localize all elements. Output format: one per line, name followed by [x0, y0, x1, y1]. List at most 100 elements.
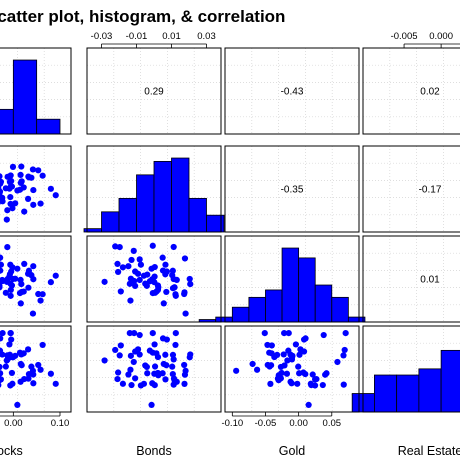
histogram-bar-stocks — [12, 59, 38, 135]
scatter-point — [52, 192, 59, 199]
scatter-point — [155, 284, 162, 291]
scatter-point — [17, 171, 24, 179]
scatter-point — [101, 278, 108, 285]
panel-stocks-stocks — [0, 47, 72, 135]
scatter-point — [181, 255, 189, 262]
histogram-bar-gold — [281, 247, 300, 323]
tick-label: 0.01 — [162, 31, 181, 42]
scatter-point — [130, 358, 137, 366]
scatter-point — [24, 346, 32, 353]
scatter-point — [17, 300, 24, 307]
scatter-point — [136, 276, 143, 284]
scatter-point — [253, 366, 261, 373]
scatter-point — [155, 372, 162, 379]
histogram-bar-gold — [331, 296, 349, 323]
panel-bonds-stocks — [0, 145, 72, 233]
scatter-point — [134, 346, 142, 353]
scatter-point — [25, 284, 32, 291]
scatter-point — [14, 401, 21, 408]
histogram-bar-bonds — [136, 174, 155, 233]
histogram-bar-gold — [215, 316, 233, 323]
scatter-point — [112, 243, 119, 250]
scatter-point — [8, 336, 15, 343]
panel-real-estate-real-estate — [362, 325, 460, 413]
scatter-point — [3, 216, 10, 223]
scatter-point — [30, 201, 37, 208]
scatter-point — [0, 198, 6, 205]
tick-label: -0.005 — [391, 31, 418, 42]
scatter-point — [136, 256, 143, 263]
panel-stocks-real-estate — [362, 47, 460, 135]
scatter-point — [140, 380, 148, 387]
scatter-point — [0, 382, 2, 388]
scatter-point — [30, 380, 37, 387]
scatter-point — [151, 382, 158, 389]
scatter-point — [7, 200, 14, 208]
scatter-point — [149, 330, 156, 337]
scatter-point — [6, 341, 13, 348]
scatter-point — [322, 371, 329, 378]
scatter-point — [20, 288, 27, 295]
scatter-point — [137, 261, 145, 268]
scatter-point — [4, 207, 11, 214]
scatter-point — [186, 275, 193, 283]
scatter-point — [281, 330, 288, 337]
histogram-bar-real-estate — [418, 368, 442, 413]
scatter-point — [9, 163, 17, 170]
scatter-point — [0, 330, 6, 337]
scatter-point — [132, 282, 139, 289]
scatter-point — [163, 336, 170, 343]
scatter-point — [29, 166, 37, 173]
scatter-point — [17, 276, 24, 283]
scatter-point — [134, 270, 142, 277]
scatter-point — [17, 179, 24, 187]
scatter-point — [136, 331, 143, 339]
scatter-point — [18, 351, 25, 358]
histogram-bar-bonds — [153, 161, 172, 233]
scatter-point — [39, 172, 46, 179]
scatter-point — [28, 174, 35, 181]
scatter-point — [0, 376, 5, 383]
scatter-point — [182, 310, 189, 317]
scatter-point — [149, 276, 156, 283]
scatter-point — [144, 370, 151, 377]
scatter-point — [249, 360, 256, 368]
panel-stocks-bonds — [86, 47, 222, 135]
scatter-point — [340, 352, 347, 359]
histogram-bar-stocks — [36, 118, 61, 135]
scatter-point — [268, 342, 275, 349]
scatter-point — [47, 279, 54, 286]
scatter-point — [142, 280, 149, 287]
scatter-point — [284, 357, 291, 364]
tick-label: -0.03 — [91, 31, 113, 42]
scatter-point — [0, 257, 1, 262]
scatter-point — [114, 260, 121, 267]
scatter-point — [130, 247, 137, 254]
scatter-point — [21, 260, 28, 267]
scatter-point — [4, 244, 11, 251]
scatter-point — [264, 361, 271, 369]
scatter-point — [149, 242, 156, 249]
variable-label-real-estate: Real Estate — [398, 444, 460, 458]
scatter-point — [172, 330, 179, 337]
scatter-point — [136, 351, 143, 358]
scatter-point — [0, 277, 6, 285]
scatter-point — [35, 361, 42, 369]
panel-real-estate-gold — [224, 325, 360, 413]
scatter-point — [52, 380, 59, 387]
tick-label: 0.10 — [51, 418, 70, 429]
scatter-point — [3, 357, 10, 364]
tick-label: 0.000 — [429, 31, 453, 42]
scatter-point — [127, 366, 134, 373]
scatter-point — [9, 275, 17, 283]
variable-label-gold: Gold — [279, 444, 305, 458]
scatter-point — [0, 349, 2, 354]
scatter-point — [12, 200, 19, 207]
scatter-point — [9, 354, 17, 361]
scatter-point — [7, 193, 14, 201]
histogram-bar-gold — [248, 296, 266, 323]
scatter-point — [280, 351, 287, 358]
scatter-point — [115, 268, 122, 276]
scatter-point — [170, 243, 177, 251]
